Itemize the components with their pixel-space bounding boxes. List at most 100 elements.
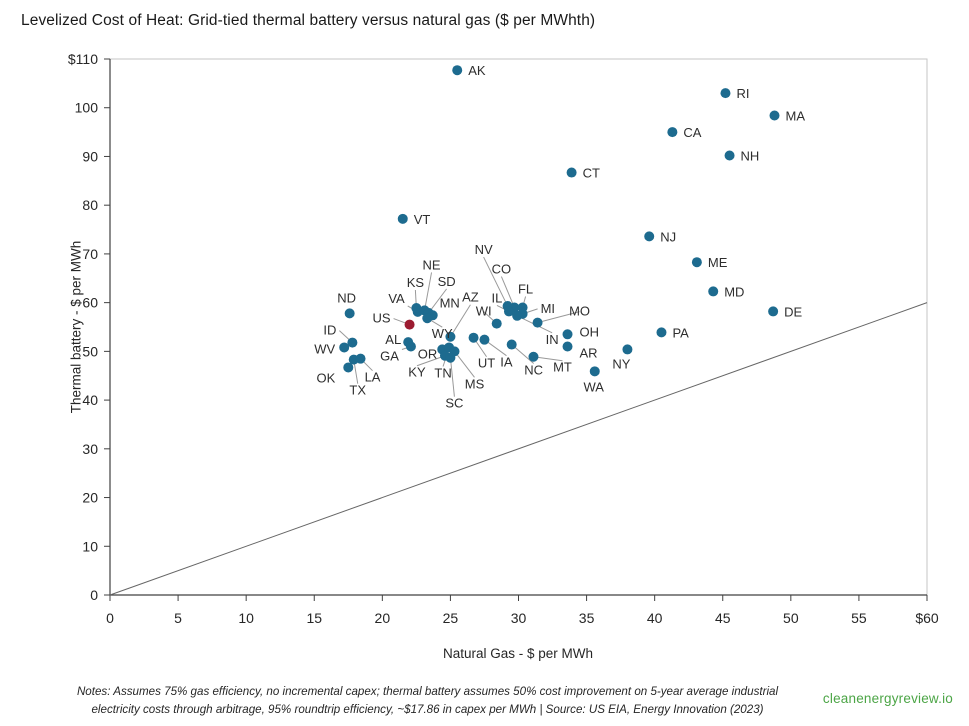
data-point-UT (468, 332, 479, 343)
data-label-NJ: NJ (660, 229, 676, 244)
x-tick-label: 55 (851, 610, 867, 626)
x-tick-label: 30 (511, 610, 527, 626)
data-label-MD: MD (724, 284, 744, 299)
data-label-UT: UT (478, 356, 495, 371)
y-tick-label: 60 (82, 295, 98, 311)
data-label-MT: MT (553, 360, 572, 375)
data-label-SC: SC (445, 396, 463, 411)
data-point-ID (347, 337, 358, 348)
data-label-AR: AR (580, 345, 598, 360)
data-point-DE (768, 306, 779, 317)
x-axis-title: Natural Gas - $ per MWh (442, 646, 594, 661)
data-label-NE: NE (423, 257, 441, 272)
data-label-NY: NY (612, 356, 630, 371)
footnote-line-2: electricity costs through arbitrage, 95%… (91, 702, 764, 716)
data-label-ME: ME (708, 255, 728, 270)
data-point-KS (411, 302, 422, 313)
x-tick-label: 25 (443, 610, 459, 626)
y-tick-label: 70 (82, 246, 98, 262)
data-label-CO: CO (492, 262, 512, 277)
data-point-MD (708, 286, 719, 297)
y-tick-label: 10 (82, 538, 98, 554)
data-point-MO (532, 317, 543, 328)
data-label-CT: CT (583, 166, 600, 181)
label-leader-line-NV (483, 256, 509, 307)
x-tick-label: 10 (238, 610, 254, 626)
data-label-NC: NC (524, 363, 543, 378)
data-point-ME (691, 257, 702, 268)
label-leader-line-MS (454, 351, 475, 378)
data-label-TN: TN (434, 365, 451, 380)
data-point-NH (724, 150, 735, 161)
data-point-RI (720, 88, 731, 99)
data-label-IA: IA (500, 355, 513, 370)
data-point-AZ (445, 331, 456, 342)
data-label-IL: IL (492, 290, 503, 305)
data-label-NV: NV (475, 242, 493, 257)
y-tick-label: 40 (82, 392, 98, 408)
chart-title: Levelized Cost of Heat: Grid-tied therma… (21, 12, 596, 29)
data-label-WY: WY (432, 326, 453, 341)
brand-watermark: cleanenergyreview.io (822, 691, 953, 706)
data-label-GA: GA (380, 348, 399, 363)
x-tick-label: 20 (375, 610, 391, 626)
data-label-WI: WI (476, 304, 492, 319)
data-point-OH (562, 329, 573, 340)
data-point-PA (656, 327, 667, 338)
data-label-OK: OK (316, 370, 335, 385)
label-leader-line-MO (537, 311, 580, 324)
plot-border (109, 58, 928, 596)
data-point-ND (344, 308, 355, 319)
data-point-WV (339, 342, 350, 353)
data-point-MA (769, 110, 780, 121)
data-label-TX: TX (349, 383, 366, 398)
data-label-AL: AL (385, 332, 401, 347)
y-tick-label: 80 (82, 197, 98, 213)
y-tick-label: 0 (90, 587, 98, 603)
data-label-MI: MI (541, 301, 555, 316)
data-label-MS: MS (465, 376, 485, 391)
data-label-KY: KY (408, 365, 426, 380)
y-axis-title: Thermal battery - $ per MWh (68, 240, 84, 414)
label-leader-line-AZ (449, 304, 471, 338)
data-label-WV: WV (314, 341, 335, 356)
data-point-LA (355, 353, 366, 364)
y-tick-label: 50 (82, 343, 98, 359)
data-label-SD: SD (438, 274, 456, 289)
data-point-MT (528, 351, 539, 362)
data-label-MN: MN (440, 295, 460, 310)
data-label-KS: KS (407, 275, 425, 290)
data-label-AZ: AZ (462, 290, 479, 305)
data-label-ID: ID (323, 323, 336, 338)
data-label-OR: OR (418, 346, 438, 361)
data-label-RI: RI (736, 86, 749, 101)
data-point-NY (622, 344, 633, 355)
y-tick-label: 100 (75, 100, 99, 116)
x-tick-label: 15 (306, 610, 322, 626)
x-tick-label: $60 (915, 610, 939, 626)
x-tick-label: 5 (174, 610, 182, 626)
x-tick-label: 0 (106, 610, 114, 626)
x-tick-label: 35 (579, 610, 595, 626)
data-point-GA (405, 341, 416, 352)
data-point-US (404, 319, 415, 330)
y-tick-label: 20 (82, 490, 98, 506)
data-point-NJ (644, 231, 655, 242)
data-label-WA: WA (584, 379, 605, 394)
data-label-US: US (373, 311, 391, 326)
footnotes: Notes: Assumes 75% gas efficiency, no in… (55, 683, 800, 719)
data-label-VT: VT (414, 212, 431, 227)
data-point-AR (562, 341, 573, 352)
x-tick-label: 45 (715, 610, 731, 626)
data-point-CA (667, 127, 678, 138)
data-label-OH: OH (580, 324, 600, 339)
y-tick-label: 30 (82, 441, 98, 457)
data-label-LA: LA (365, 370, 381, 385)
data-point-IN (512, 310, 523, 321)
x-tick-label: 50 (783, 610, 799, 626)
data-point-WI (491, 318, 502, 329)
data-point-WY (422, 313, 433, 324)
label-leader-line-CO (500, 276, 515, 308)
